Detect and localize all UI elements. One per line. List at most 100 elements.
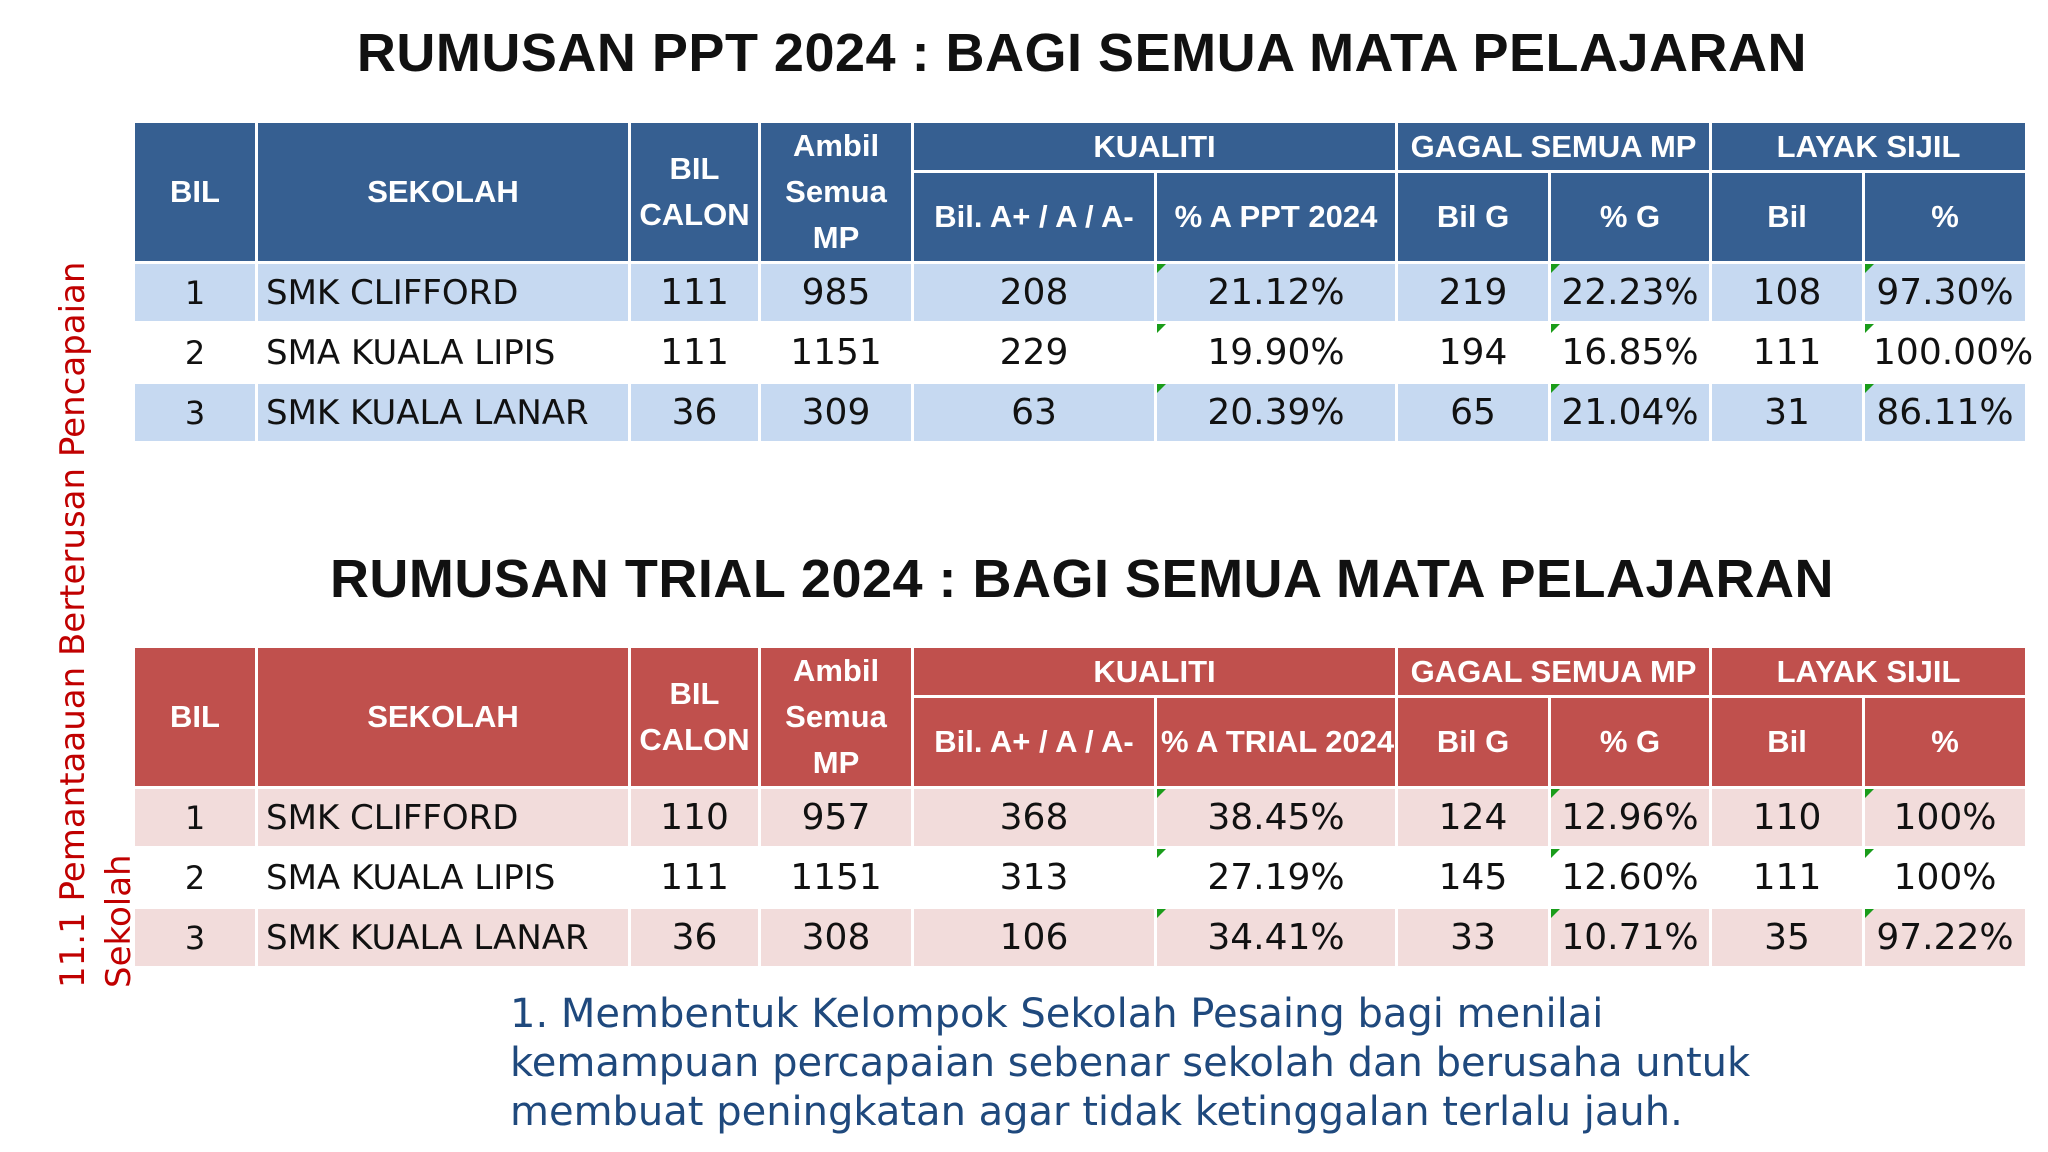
cell-pct-a: 20.39% — [1157, 384, 1396, 441]
cell-sekolah: SMK KUALA LANAR — [258, 384, 628, 441]
cell-bil-layak: 111 — [1712, 324, 1863, 381]
cell-calon: 111 — [631, 849, 758, 906]
cell-sekolah: SMA KUALA LIPIS — [258, 849, 628, 906]
note-text: 1. Membentuk Kelompok Sekolah Pesaing ba… — [510, 990, 2010, 1137]
table-row: 2 SMA KUALA LIPIS 111 1151 229 19.90% 19… — [135, 324, 2033, 381]
cell-calon: 36 — [631, 909, 758, 966]
col-header-bil-layak: Bil — [1712, 698, 1863, 786]
group-header-kualiti: KUALITI — [914, 648, 1396, 696]
col-header-ambil-line-2: Semua — [785, 699, 887, 734]
cell-ambil: 309 — [761, 384, 911, 441]
note-line-3: membuat peningkatan agar tidak ketinggal… — [510, 1089, 1683, 1135]
cell-bil-a: 106 — [914, 909, 1154, 966]
group-header-layak: LAYAK SIJIL — [1712, 123, 2026, 171]
cell-pct-a: 19.90% — [1157, 324, 1396, 381]
table-row: 3 SMK KUALA LANAR 36 309 63 20.39% 65 21… — [135, 384, 2026, 441]
col-header-bil-a: Bil. A+ / A / A- — [914, 173, 1154, 261]
cell-bil: 1 — [135, 789, 255, 846]
cell-pct-g: 10.71% — [1551, 909, 1710, 966]
col-header-bil-calon: BIL CALON — [631, 123, 758, 261]
cell-sekolah: SMK KUALA LANAR — [258, 909, 628, 966]
cell-ambil: 985 — [761, 264, 911, 321]
cell-pct-layak: 100% — [1865, 849, 2026, 906]
cell-bil-g: 124 — [1398, 789, 1549, 846]
cell-sekolah: SMK CLIFFORD — [258, 264, 628, 321]
cell-pct-g: 21.04% — [1551, 384, 1710, 441]
cell-bil-a: 368 — [914, 789, 1154, 846]
cell-pct-a: 34.41% — [1157, 909, 1396, 966]
cell-pct-a: 27.19% — [1157, 849, 1396, 906]
cell-sekolah: SMA KUALA LIPIS — [258, 324, 628, 381]
cell-calon: 110 — [631, 789, 758, 846]
cell-calon: 111 — [631, 324, 758, 381]
cell-calon: 111 — [631, 264, 758, 321]
cell-bil: 2 — [135, 324, 255, 381]
cell-pct-g: 16.85% — [1551, 324, 1710, 381]
cell-ambil: 308 — [761, 909, 911, 966]
cell-bil-a: 208 — [914, 264, 1154, 321]
col-header-bil: BIL — [135, 648, 255, 786]
cell-pct-g: 12.96% — [1551, 789, 1710, 846]
cell-bil-layak: 110 — [1712, 789, 1863, 846]
ppt-summary-title: RUMUSAN PPT 2024 : BAGI SEMUA MATA PELAJ… — [356, 23, 1808, 83]
col-header-bil-a: Bil. A+ / A / A- — [914, 698, 1154, 786]
cell-bil-g: 33 — [1398, 909, 1549, 966]
col-header-ambil-line-1: Ambil — [792, 128, 880, 163]
col-header-sekolah: SEKOLAH — [258, 123, 628, 261]
cell-bil-g: 65 — [1398, 384, 1549, 441]
col-header-ambil-semua-mp: Ambil Semua MP — [761, 123, 911, 261]
cell-bil-g: 219 — [1398, 264, 1549, 321]
cell-ambil: 1151 — [761, 324, 911, 381]
cell-pct-layak: 97.22% — [1865, 909, 2026, 966]
cell-bil: 2 — [135, 849, 255, 906]
cell-bil: 3 — [135, 384, 255, 441]
col-header-bil-calon-line-1: BIL — [669, 676, 720, 711]
ppt-results-table: BIL SEKOLAH BIL CALON Ambil Semua MP KUA… — [132, 120, 2033, 444]
cell-ambil: 1151 — [761, 849, 911, 906]
cell-bil-a: 63 — [914, 384, 1154, 441]
cell-bil-layak: 31 — [1712, 384, 1863, 441]
col-header-bil-layak: Bil — [1712, 173, 1863, 261]
cell-pct-g: 22.23% — [1551, 264, 1710, 321]
trial-summary-title: RUMUSAN TRIAL 2024 : BAGI SEMUA MATA PEL… — [329, 549, 1835, 609]
col-header-ambil-line-2: Semua — [785, 174, 887, 209]
note-line-1: 1. Membentuk Kelompok Sekolah Pesaing ba… — [510, 991, 1604, 1037]
col-header-bil-calon-line-2: CALON — [639, 722, 750, 757]
cell-pct-a: 21.12% — [1157, 264, 1396, 321]
cell-pct-layak: 100% — [1865, 789, 2026, 846]
side-section-label: 11.1 Pemantaauan Berterusan Pencapaian S… — [50, 188, 142, 988]
col-header-pct-layak: % — [1865, 698, 2026, 786]
table-row: 1 SMK CLIFFORD 110 957 368 38.45% 124 12… — [135, 789, 2026, 846]
cell-bil-layak: 108 — [1712, 264, 1863, 321]
cell-bil: 1 — [135, 264, 255, 321]
cell-ambil: 957 — [761, 789, 911, 846]
col-header-pct-g: % G — [1551, 698, 1710, 786]
cell-calon: 36 — [631, 384, 758, 441]
cell-bil-g: 145 — [1398, 849, 1549, 906]
side-label-line-1: 11.1 Pemantaauan Berterusan Pencapaian — [53, 261, 93, 988]
cell-pct-a: 38.45% — [1157, 789, 1396, 846]
col-header-bil-g: Bil G — [1398, 698, 1549, 786]
group-header-gagal: GAGAL SEMUA MP — [1398, 648, 1710, 696]
group-header-layak: LAYAK SIJIL — [1712, 648, 2026, 696]
col-header-ambil-line-1: Ambil — [792, 653, 880, 688]
table-row: 3 SMK KUALA LANAR 36 308 106 34.41% 33 1… — [135, 909, 2026, 966]
col-header-ambil-line-3: MP — [812, 220, 860, 255]
cell-pct-g: 12.60% — [1551, 849, 1710, 906]
cell-bil-a: 229 — [914, 324, 1154, 381]
col-header-bil-calon-line-2: CALON — [639, 197, 750, 232]
col-header-bil-calon-line-1: BIL — [669, 151, 720, 186]
cell-bil: 3 — [135, 909, 255, 966]
col-header-bil: BIL — [135, 123, 255, 261]
table-row: 1 SMK CLIFFORD 111 985 208 21.12% 219 22… — [135, 264, 2026, 321]
cell-pct-layak: 97.30% — [1865, 264, 2026, 321]
cell-pct-layak: 100.00% — [1865, 324, 2033, 381]
col-header-ambil-semua-mp: Ambil Semua MP — [761, 648, 911, 786]
col-header-pct-layak: % — [1865, 173, 2026, 261]
cell-bil-layak: 111 — [1712, 849, 1863, 906]
cell-pct-layak: 86.11% — [1865, 384, 2026, 441]
table-row: 2 SMA KUALA LIPIS 111 1151 313 27.19% 14… — [135, 849, 2026, 906]
trial-results-table: BIL SEKOLAH BIL CALON Ambil Semua MP KUA… — [132, 645, 2028, 969]
col-header-pct-a: % A PPT 2024 — [1157, 173, 1396, 261]
col-header-pct-a: % A TRIAL 2024 — [1157, 698, 1396, 786]
